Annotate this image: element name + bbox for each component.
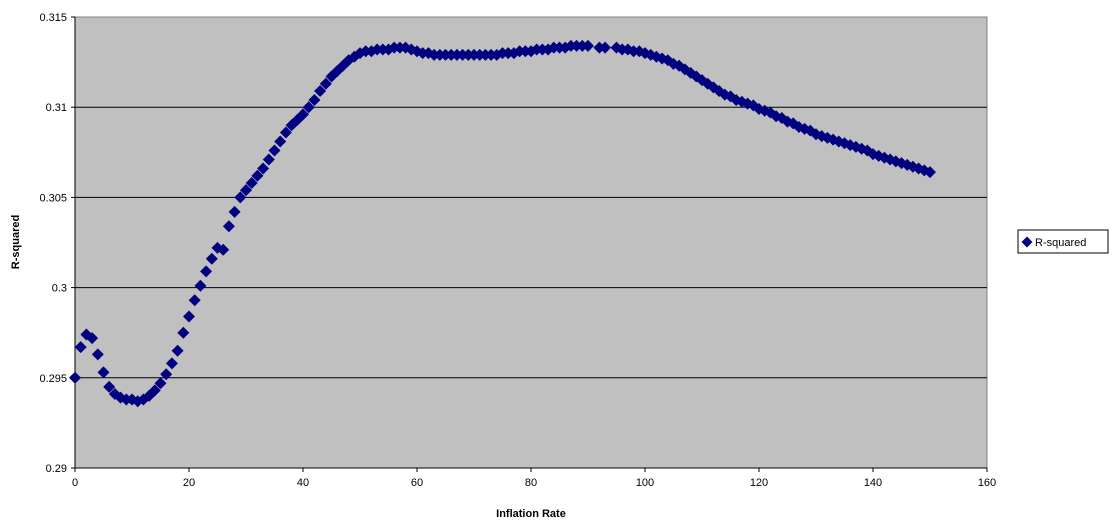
data-point xyxy=(274,135,287,148)
data-point xyxy=(240,184,252,197)
data-point xyxy=(245,176,258,189)
y-tick-label: 0.29 xyxy=(46,463,67,475)
data-point xyxy=(200,265,213,278)
x-tick-label: 40 xyxy=(297,477,309,489)
y-tick-label: 0.31 xyxy=(46,102,67,114)
x-tick-label: 20 xyxy=(183,477,195,489)
data-point xyxy=(188,294,201,307)
data-point xyxy=(792,121,805,134)
x-tick-label: 0 xyxy=(72,477,78,489)
data-point xyxy=(297,108,309,121)
plot-area xyxy=(74,16,988,469)
data-point xyxy=(97,366,110,379)
data-point xyxy=(148,384,161,397)
data-point xyxy=(160,368,173,381)
data-point xyxy=(787,117,800,130)
x-tick-label: 120 xyxy=(750,477,768,489)
data-point xyxy=(314,84,327,97)
x-ticks: 0 20 40 60 80 100 120 140 160 xyxy=(72,468,996,489)
data-point xyxy=(217,243,230,256)
legend-marker-diamond xyxy=(1021,236,1033,248)
data-point xyxy=(308,93,321,106)
data-point xyxy=(222,220,235,233)
y-tick-label: 0.315 xyxy=(39,12,67,24)
data-point xyxy=(319,77,332,90)
data-point xyxy=(165,357,178,370)
legend-label: R-squared xyxy=(1035,237,1086,249)
x-tick-label: 80 xyxy=(525,477,537,489)
y-ticks: 0.29 0.295 0.3 0.305 0.31 0.315 xyxy=(39,12,75,475)
data-point xyxy=(228,205,241,218)
y-tick-label: 0.295 xyxy=(39,373,67,385)
data-point xyxy=(177,326,190,339)
legend-box xyxy=(1017,229,1109,254)
data-point xyxy=(257,162,270,175)
x-tick-label: 60 xyxy=(411,477,423,489)
data-point xyxy=(154,377,167,390)
data-point xyxy=(279,126,292,139)
x-axis-title: Inflation Rate xyxy=(496,508,566,520)
data-point xyxy=(103,380,116,393)
x-tick-label: 100 xyxy=(636,477,654,489)
data-point xyxy=(251,169,264,182)
data-point xyxy=(582,39,594,52)
data-point xyxy=(599,41,612,54)
y-tick-label: 0.305 xyxy=(39,192,67,204)
gridlines xyxy=(75,106,987,379)
data-point xyxy=(262,153,275,166)
y-tick-label: 0.3 xyxy=(52,283,67,295)
data-point xyxy=(234,191,247,204)
data-point xyxy=(86,332,99,345)
data-point xyxy=(194,279,207,292)
data-point xyxy=(91,348,104,361)
data-point xyxy=(69,371,81,384)
x-tick-label: 140 xyxy=(864,477,882,489)
data-point xyxy=(205,252,218,265)
legend: R-squared xyxy=(1017,229,1109,254)
data-point xyxy=(171,344,184,357)
data-point xyxy=(183,310,195,323)
data-markers xyxy=(69,39,936,408)
data-point xyxy=(302,101,315,114)
data-point xyxy=(268,144,281,157)
data-point xyxy=(924,166,936,179)
data-point xyxy=(74,341,87,354)
y-axis-title: R-squared xyxy=(10,215,22,269)
x-tick-label: 160 xyxy=(978,477,996,489)
